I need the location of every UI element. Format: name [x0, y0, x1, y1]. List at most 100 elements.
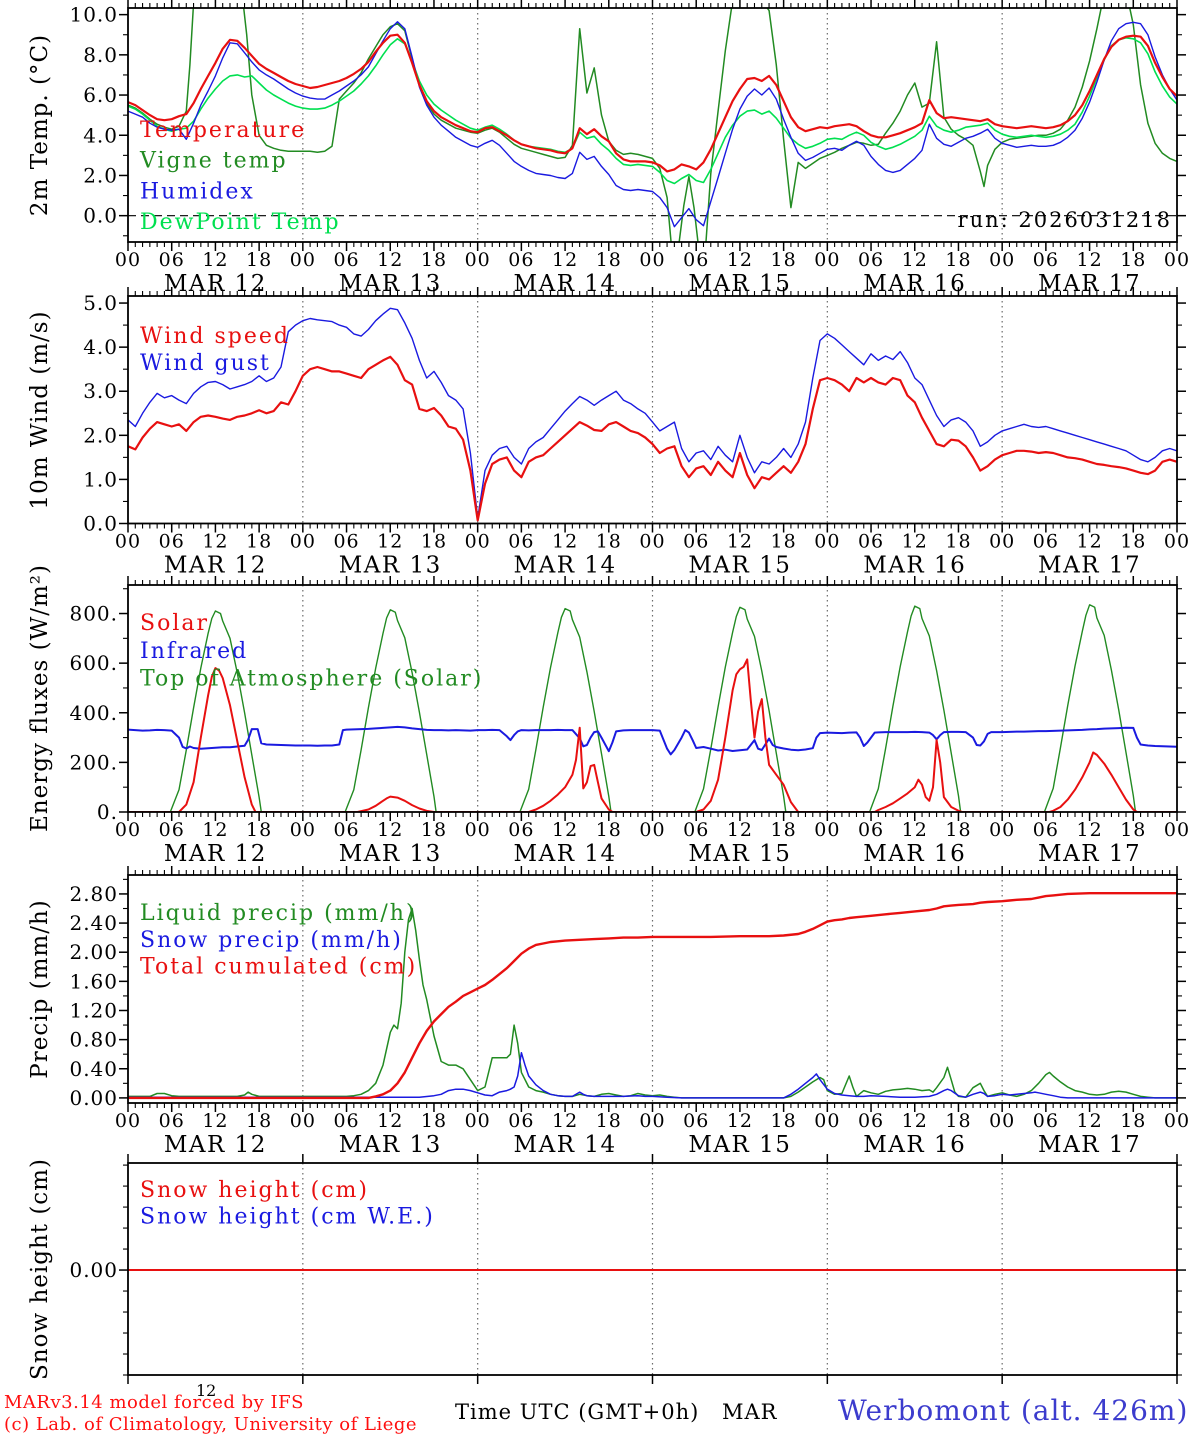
hour-tick-label: 06 — [1033, 249, 1059, 271]
hour-tick-label: 06 — [508, 819, 534, 841]
hour-tick-label: 12 — [902, 531, 928, 553]
hour-tick-label: 12 — [202, 249, 228, 271]
legend-top-of-atmosphere-solar-: Top of Atmosphere (Solar) — [140, 667, 483, 692]
hour-tick-label: 18 — [1120, 249, 1146, 271]
y-tick-label: 0. — [97, 800, 118, 824]
y-axis-title-wind: 10m Wind (m/s) — [27, 310, 53, 510]
y-tick-label: 6.0 — [83, 83, 118, 107]
hour-tick-label: 00 — [115, 249, 141, 271]
month-label: MAR — [722, 1400, 778, 1424]
y-tick-label: 2.00 — [69, 940, 118, 964]
hour-tick-label: 06 — [683, 531, 709, 553]
hour-tick-label: 00 — [465, 1110, 491, 1132]
legend-wind-gust: Wind gust — [140, 351, 271, 376]
humidex-line — [128, 21, 1177, 228]
y-tick-label: 5.0 — [83, 291, 118, 315]
hour-tick-label: 18 — [421, 819, 447, 841]
y-tick-label: 0.00 — [69, 1086, 118, 1110]
hour-tick-label: 06 — [858, 1110, 884, 1132]
hour-tick-label: 12 — [902, 249, 928, 271]
stray-tick-label: 12 — [196, 1381, 217, 1400]
legend-snow-precip-mm-h-: Snow precip (mm/h) — [140, 928, 403, 953]
hour-tick-label: 12 — [377, 819, 403, 841]
hour-tick-label: 12 — [727, 1110, 753, 1132]
hour-tick-label: 06 — [159, 531, 185, 553]
time-axis-label: Time UTC (GMT+0h) — [455, 1400, 700, 1424]
hour-tick-label: 00 — [1164, 819, 1190, 841]
y-axis-title-snow: Snow height (cm) — [27, 1158, 53, 1380]
wind-speed-line — [128, 355, 1177, 522]
hour-tick-label: 00 — [115, 1110, 141, 1132]
y-tick-label: 2.0 — [83, 423, 118, 447]
hour-tick-label: 18 — [945, 1110, 971, 1132]
hour-tick-label: 12 — [727, 819, 753, 841]
y-tick-label: 800. — [69, 602, 118, 626]
hour-tick-label: 18 — [246, 1110, 272, 1132]
hour-tick-label: 06 — [159, 1110, 185, 1132]
hour-tick-label: 12 — [202, 819, 228, 841]
hour-tick-label: 06 — [1033, 819, 1059, 841]
hour-tick-label: 18 — [596, 819, 622, 841]
legend-temperature: Temperature — [140, 118, 306, 143]
y-tick-label: 4.0 — [83, 123, 118, 147]
hour-tick-label: 00 — [814, 531, 840, 553]
hour-tick-label: 12 — [727, 531, 753, 553]
hour-tick-label: 12 — [552, 1110, 578, 1132]
hour-tick-label: 18 — [421, 531, 447, 553]
day-label: MAR 12 — [164, 841, 267, 867]
hour-tick-label: 18 — [596, 1110, 622, 1132]
y-tick-label: 1.20 — [69, 998, 118, 1022]
y-tick-label: 1.60 — [69, 969, 118, 993]
hour-tick-label: 18 — [421, 249, 447, 271]
hour-tick-label: 00 — [989, 531, 1015, 553]
hour-tick-label: 00 — [290, 249, 316, 271]
y-tick-label: 0.0 — [83, 204, 118, 228]
hour-tick-label: 18 — [596, 249, 622, 271]
hour-tick-label: 00 — [639, 819, 665, 841]
day-label: MAR 15 — [688, 1132, 791, 1158]
hour-tick-label: 18 — [246, 249, 272, 271]
day-label: MAR 12 — [164, 553, 267, 579]
hour-tick-label: 12 — [902, 819, 928, 841]
hour-tick-label: 00 — [989, 249, 1015, 271]
hour-tick-label: 00 — [465, 531, 491, 553]
hour-tick-label: 00 — [290, 531, 316, 553]
day-label: MAR 12 — [164, 1132, 267, 1158]
y-tick-label: 200. — [69, 750, 118, 774]
hour-tick-label: 00 — [814, 819, 840, 841]
hour-tick-label: 18 — [1120, 1110, 1146, 1132]
y-axis-title-precip: Precip (mm/h) — [27, 899, 53, 1079]
hour-tick-label: 00 — [290, 1110, 316, 1132]
day-label: MAR 17 — [1038, 841, 1141, 867]
hour-tick-label: 18 — [771, 249, 797, 271]
y-tick-label: 400. — [69, 701, 118, 725]
hour-tick-label: 12 — [552, 531, 578, 553]
y-tick-label: 0.0 — [83, 512, 118, 536]
infrared-line — [128, 725, 1177, 756]
y-tick-label: 0.40 — [69, 1057, 118, 1081]
hour-tick-label: 12 — [727, 249, 753, 271]
hour-tick-label: 00 — [1164, 531, 1190, 553]
hour-tick-label: 00 — [115, 819, 141, 841]
station-title: Werbomont (alt. 426m) — [838, 1394, 1189, 1427]
day-label: MAR 14 — [514, 1132, 617, 1158]
hour-tick-label: 06 — [159, 819, 185, 841]
hour-tick-label: 06 — [159, 249, 185, 271]
hour-tick-label: 06 — [333, 249, 359, 271]
day-label: MAR 17 — [1038, 553, 1141, 579]
hour-tick-label: 18 — [246, 819, 272, 841]
hour-tick-label: 00 — [814, 249, 840, 271]
hour-tick-label: 12 — [902, 1110, 928, 1132]
hour-tick-label: 00 — [989, 1110, 1015, 1132]
hour-tick-label: 18 — [945, 249, 971, 271]
y-tick-label: 2.80 — [69, 882, 118, 906]
y-axis-title-temp: 2m Temp. (°C) — [27, 33, 53, 217]
hour-tick-label: 18 — [771, 819, 797, 841]
day-label: MAR 16 — [863, 1132, 966, 1158]
panel-snow-height-cm-: 0.00 Snow height (cm)Snow height (cm W.E.… — [69, 1154, 1186, 1384]
y-tick-label: 3.0 — [83, 379, 118, 403]
panel-energy-fluxes-w-m-: 0. 200. 400. 600. 800. 00 06 12 18 00 06 12 18 00 06 12… — [69, 576, 1190, 867]
hour-tick-label: 12 — [552, 819, 578, 841]
